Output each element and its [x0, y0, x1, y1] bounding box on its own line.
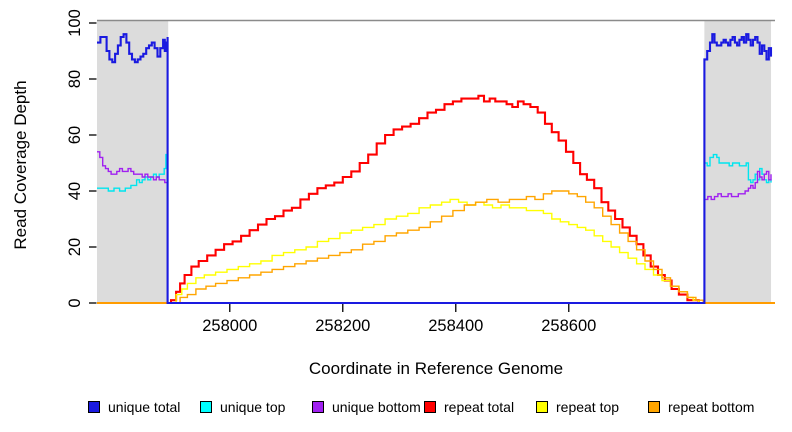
legend-item-repeat-bottom: repeat bottom	[648, 399, 760, 415]
y-axis-label: Read Coverage Depth	[11, 80, 30, 250]
y-tick-label: 80	[66, 70, 84, 88]
series-line-unique-top	[97, 153, 772, 304]
y-tick-label: 20	[66, 238, 84, 256]
y-tick-label: 100	[66, 9, 84, 37]
legend: unique total unique top unique bottom repea…	[88, 398, 788, 416]
legend-label: unique top	[220, 399, 286, 415]
legend-swatch	[424, 401, 436, 413]
shaded-region	[97, 20, 169, 303]
y-tick-label: 40	[66, 182, 84, 200]
legend-swatch	[88, 401, 100, 413]
legend-label: repeat top	[556, 399, 620, 415]
y-tick-label: 0	[66, 298, 84, 307]
x-tick-label: 258000	[202, 317, 257, 335]
x-axis-label: Coordinate in Reference Genome	[308, 359, 564, 378]
legend-swatch	[536, 401, 548, 413]
series-line-repeat-top	[97, 198, 775, 304]
series-line-unique-total	[97, 33, 773, 305]
x-tick-label: 258600	[541, 317, 596, 335]
x-tick-label: 258200	[315, 317, 370, 335]
legend-swatch	[200, 401, 212, 413]
series-line-repeat-total	[97, 94, 775, 305]
legend-label: repeat bottom	[668, 399, 755, 415]
x-tick-label: 258400	[428, 317, 483, 335]
legend-label: unique total	[108, 399, 181, 415]
shaded-region	[704, 20, 772, 303]
series-line-repeat-bottom	[97, 190, 775, 304]
legend-item-unique-top: unique top	[200, 399, 312, 415]
legend-item-unique-total: unique total	[88, 399, 200, 415]
legend-item-repeat-total: repeat total	[424, 399, 536, 415]
y-tick-label: 60	[66, 126, 84, 144]
legend-item-repeat-top: repeat top	[536, 399, 648, 415]
plot-area: 258000 258200 258400 258600 0 20 40 60 80 100	[66, 9, 775, 335]
legend-label: unique bottom	[332, 399, 421, 415]
legend-item-unique-bottom: unique bottom	[312, 399, 424, 415]
legend-swatch	[648, 401, 660, 413]
legend-label: repeat total	[444, 399, 515, 415]
legend-swatch	[312, 401, 324, 413]
